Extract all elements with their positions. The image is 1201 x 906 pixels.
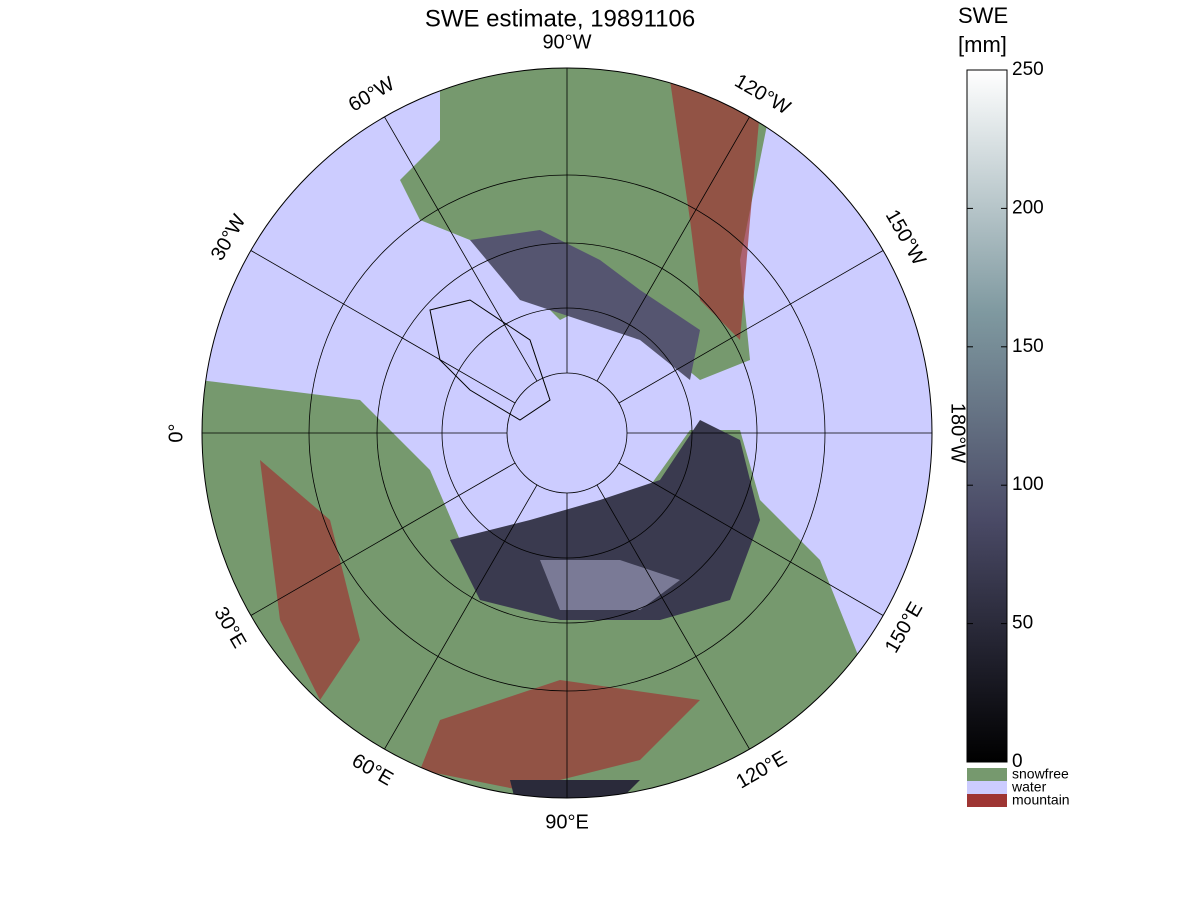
legend-label: water xyxy=(1011,779,1047,795)
longitude-label: 60°E xyxy=(348,750,397,791)
meridian xyxy=(618,250,884,404)
meridian xyxy=(250,462,516,616)
legend-label: mountain xyxy=(1012,792,1070,808)
legend-swatch xyxy=(967,781,1007,794)
graticule xyxy=(201,67,933,799)
longitude-label: 90°W xyxy=(542,31,591,53)
colorbar-title: SWE xyxy=(958,3,1008,28)
colorbar-tick-label: 200 xyxy=(1012,197,1044,218)
longitude-label: 180°W xyxy=(947,403,969,463)
longitude-label: 0° xyxy=(165,423,187,442)
legend-swatch xyxy=(967,768,1007,781)
meridian xyxy=(618,462,884,616)
legend-label: snowfree xyxy=(1012,766,1069,782)
colorbar-tick-label: 150 xyxy=(1012,336,1044,357)
colorbar-tick-label: 50 xyxy=(1012,613,1033,634)
colorbar-tick-label: 100 xyxy=(1012,474,1044,495)
longitude-label: 60°W xyxy=(345,73,399,117)
longitude-label: 90°E xyxy=(545,811,589,833)
colorbar-tick-label: 0 xyxy=(1012,751,1023,772)
meridian xyxy=(250,250,516,404)
legend-swatch xyxy=(967,794,1007,807)
meridian xyxy=(596,116,750,382)
meridian xyxy=(384,484,538,750)
longitude-label: 30°E xyxy=(209,603,250,652)
longitude-label: 30°W xyxy=(207,211,251,265)
map-title: SWE estimate, 19891106 xyxy=(425,5,695,32)
meridian xyxy=(596,484,750,750)
colorbar-tick-label: 250 xyxy=(1012,59,1044,80)
colorbar xyxy=(966,69,1008,763)
colorbar-unit: [mm] xyxy=(958,32,1007,57)
meridian xyxy=(384,116,538,382)
